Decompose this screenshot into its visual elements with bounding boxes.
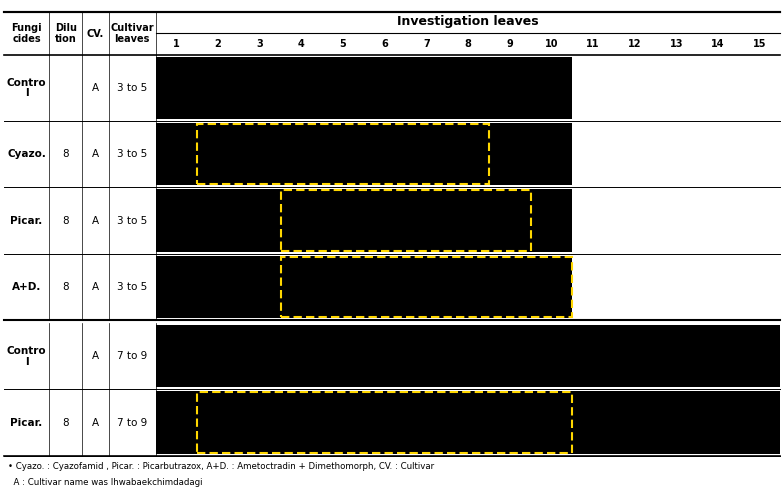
Text: A: A [91,83,99,93]
Text: 8: 8 [63,216,69,226]
Bar [281,190,530,251]
Text: 7 to 9: 7 to 9 [117,351,147,361]
Text: A: A [91,149,99,159]
Text: 3 to 5: 3 to 5 [117,216,147,226]
Text: 13: 13 [669,39,683,49]
Text: 1: 1 [173,39,180,49]
Text: A: A [91,282,99,292]
Text: 3 to 5: 3 to 5 [117,149,147,159]
Text: Contro
l: Contro l [7,78,46,98]
Text: 8: 8 [63,149,69,159]
Text: 9: 9 [506,39,513,49]
Text: 4: 4 [298,39,305,49]
Text: 3: 3 [256,39,263,49]
Text: 5: 5 [339,39,346,49]
Text: 15: 15 [753,39,766,49]
Bar [156,325,780,387]
Bar [156,123,572,185]
Bar [156,57,572,119]
Text: A: A [91,216,99,226]
Text: 12: 12 [628,39,641,49]
Text: 6: 6 [382,39,388,49]
Bar [156,189,572,252]
Text: Picar.: Picar. [10,417,43,427]
Text: Picar.: Picar. [10,216,43,226]
Bar [197,124,489,184]
Text: 8: 8 [63,282,69,292]
Text: 8: 8 [465,39,472,49]
Text: 3 to 5: 3 to 5 [117,282,147,292]
Bar [156,391,780,454]
Text: 11: 11 [586,39,600,49]
Text: A: A [91,351,99,361]
Text: A : Cultivar name was Ihwabaekchimdadagi: A : Cultivar name was Ihwabaekchimdadagi [8,478,203,487]
Bar [156,255,572,318]
Text: 7: 7 [423,39,430,49]
Text: A: A [91,417,99,427]
Text: Dilu
tion: Dilu tion [55,23,77,44]
Text: Cyazo.: Cyazo. [7,149,46,159]
Text: 8: 8 [63,417,69,427]
Text: 2: 2 [215,39,221,49]
Text: 10: 10 [544,39,558,49]
Text: A+D.: A+D. [12,282,41,292]
Bar [197,392,572,453]
Text: • Cyazo. : Cyazofamid , Picar. : Picarbutrazox, A+D. : Ametoctradin + Dimethomor: • Cyazo. : Cyazofamid , Picar. : Picarbu… [8,462,434,471]
Text: Investigation leaves: Investigation leaves [397,15,539,28]
Text: Cultivar
leaves: Cultivar leaves [110,23,154,44]
Text: Contro
l: Contro l [7,346,46,367]
Text: Fungi
cides: Fungi cides [11,23,42,44]
Bar [281,256,572,317]
Text: 14: 14 [711,39,725,49]
Text: 7 to 9: 7 to 9 [117,417,147,427]
Text: 3 to 5: 3 to 5 [117,83,147,93]
Text: CV.: CV. [87,28,104,39]
